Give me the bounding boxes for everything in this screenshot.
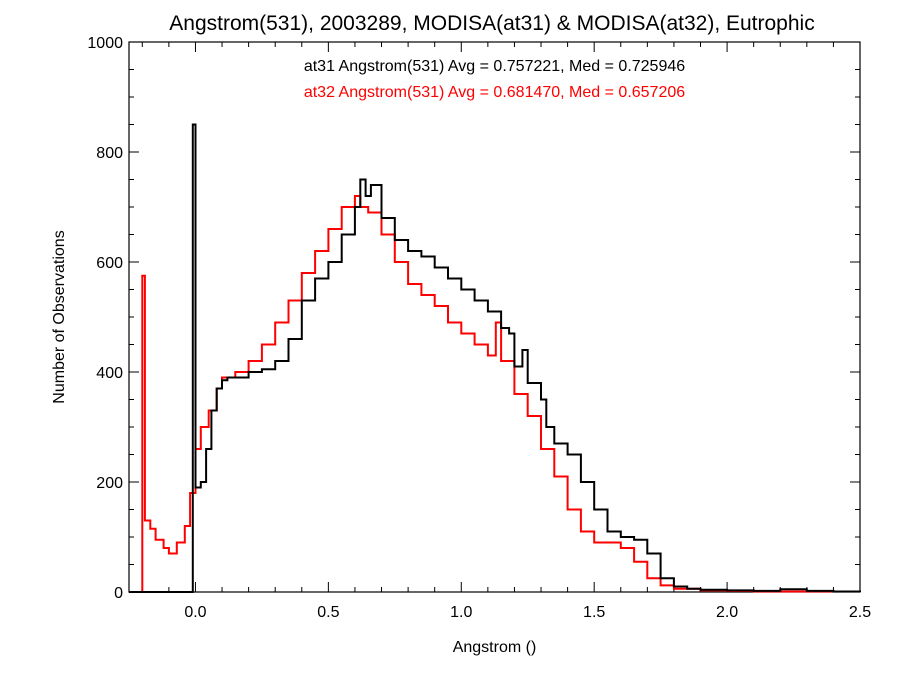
y-tick-label: 1000 xyxy=(87,35,123,52)
y-tick-label: 400 xyxy=(96,365,123,382)
series-line-1 xyxy=(129,195,861,593)
y-tick-label: 200 xyxy=(96,475,123,492)
y-tick-label: 600 xyxy=(96,255,123,272)
x-tick-label: 1.5 xyxy=(583,604,605,621)
y-tick-label: 800 xyxy=(96,145,123,162)
y-axis-label: Number of Observations xyxy=(51,230,68,403)
plot-area xyxy=(128,41,861,593)
x-tick-label: 1.0 xyxy=(450,604,472,621)
x-tick-label: 0.5 xyxy=(317,604,339,621)
series-layer xyxy=(129,123,861,593)
axis-ticks: 0.0 0.5 1.0 1.5 2.0 2.5 0 200 400 600 800 1000 xyxy=(87,35,871,621)
x-tick-label: 0.0 xyxy=(184,604,206,621)
y-tick-label: 0 xyxy=(114,585,123,602)
chart-title: Angstrom(531), 2003289, MODISA(at31) & M… xyxy=(169,12,814,35)
legend-entry-0: at31 Angstrom(531) Avg = 0.757221, Med =… xyxy=(304,58,685,75)
x-tick-label: 2.5 xyxy=(849,604,871,621)
x-tick-label: 2.0 xyxy=(716,604,738,621)
legend-entry-1: at32 Angstrom(531) Avg = 0.681470, Med =… xyxy=(304,84,685,101)
x-axis-label: Angstrom () xyxy=(453,639,537,656)
series-line-0 xyxy=(129,123,861,593)
legend: at31 Angstrom(531) Avg = 0.757221, Med =… xyxy=(304,58,685,101)
